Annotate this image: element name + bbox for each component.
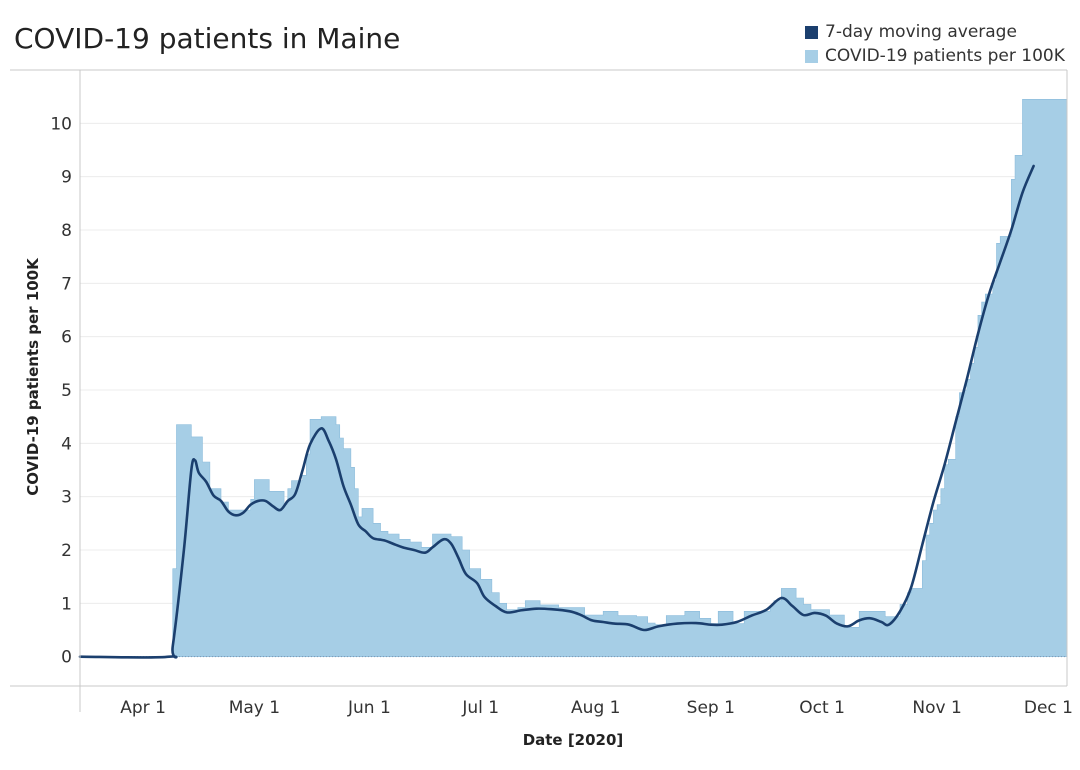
x-tick-label: Dec 1 [1024,698,1073,718]
y-tick-label: 10 [50,114,72,134]
x-tick-label: May 1 [229,698,280,718]
moving-average-line [78,164,1035,659]
y-tick-labels: 0 1 2 3 4 5 6 7 8 9 10 [50,114,72,667]
y-axis-title: COVID-19 patients per 100K [24,257,42,496]
x-tick-label: Jun 1 [347,698,391,718]
x-tick-label: Apr 1 [120,698,166,718]
gridlines [80,122,1067,604]
chart-title: COVID-19 patients in Maine [14,22,401,55]
legend-label-patients: COVID-19 patients per 100K [825,46,1065,66]
x-tick-label: Nov 1 [912,698,961,718]
axis-frame [10,69,1068,712]
y-tick-label: 2 [61,541,72,561]
y-tick-label: 3 [61,488,72,508]
x-tick-label: Aug 1 [571,698,620,718]
x-tick-label: Jul 1 [461,698,499,718]
y-tick-label: 6 [61,328,72,348]
legend: 7-day moving average COVID-19 patients p… [805,20,1065,68]
x-tick-label: Oct 1 [799,698,845,718]
legend-item-moving-average: 7-day moving average [805,20,1065,44]
x-axis-title: Date [2020] [523,731,624,749]
y-tick-label: 7 [61,274,72,294]
legend-label-moving-average: 7-day moving average [825,22,1017,42]
legend-item-patients: COVID-19 patients per 100K [805,44,1065,68]
y-tick-label: 4 [61,434,72,454]
y-tick-label: 0 [61,648,72,668]
y-tick-label: 8 [61,221,72,241]
y-tick-label: 1 [61,594,72,614]
legend-swatch-patients [805,49,818,63]
series-layer [78,99,1068,659]
y-tick-label: 9 [61,168,72,188]
patients-per-100k-area [80,99,1068,657]
legend-swatch-moving-average [805,25,818,39]
x-tick-labels: Apr 1 May 1 Jun 1 Jul 1 Aug 1 Sep 1 Oct 1 Nov 1… [120,698,1073,718]
x-tick-label: Sep 1 [687,698,735,718]
y-tick-label: 5 [61,381,72,401]
